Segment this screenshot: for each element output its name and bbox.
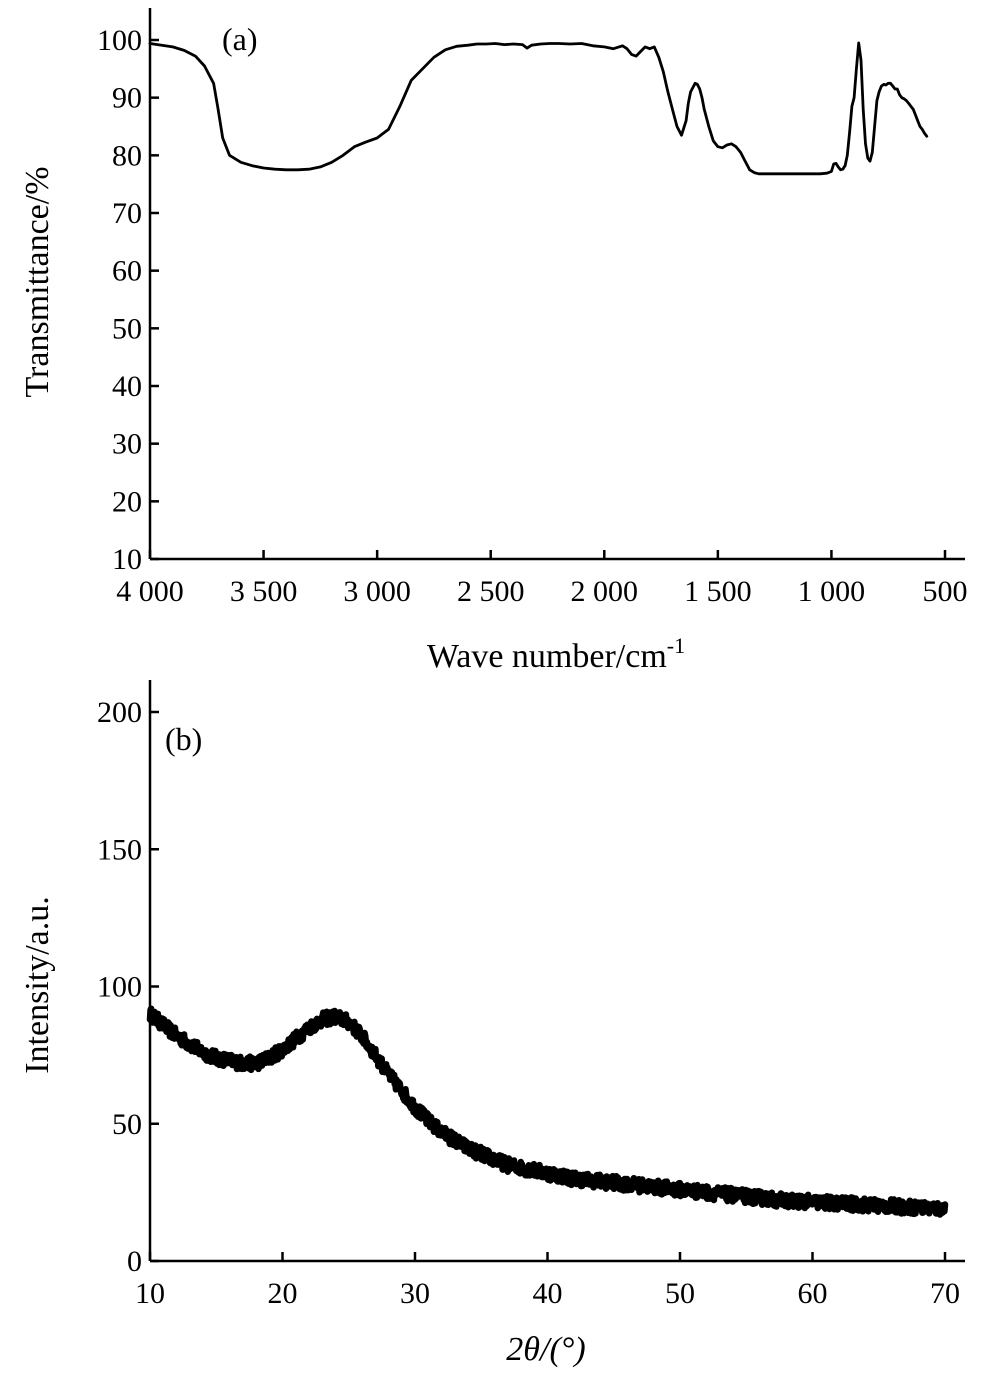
y-tick-label-a: 60 bbox=[112, 255, 142, 288]
x-tick-label-b: 10 bbox=[135, 1277, 165, 1310]
x-axis-title-a-text: Wave number/cm bbox=[427, 638, 667, 675]
y-tick-label-b: 50 bbox=[112, 1108, 142, 1141]
panel-label-b: (b) bbox=[165, 721, 202, 757]
x-axis-title-b: 2θ/(°) bbox=[506, 1331, 585, 1368]
x-tick-label-b: 20 bbox=[268, 1277, 298, 1310]
x-tick-label-a: 4 000 bbox=[116, 575, 184, 608]
x-tick-label-a: 2 000 bbox=[571, 575, 639, 608]
x-tick-label-a: 3 500 bbox=[230, 575, 298, 608]
y-tick-label-a: 90 bbox=[112, 82, 142, 115]
x-tick-label-b: 70 bbox=[930, 1277, 960, 1310]
chart-panel-a: (a) 10 20 30 40 50 60 70 80 90 100 4 000 3 500 3 000… bbox=[19, 8, 968, 675]
y-tick-label-b: 150 bbox=[97, 833, 142, 866]
y-tick-label-a: 50 bbox=[112, 312, 142, 345]
y-tick-label-a: 40 bbox=[112, 370, 142, 403]
y-tick-label-b: 0 bbox=[127, 1245, 142, 1278]
x-tick-label-b: 30 bbox=[400, 1277, 430, 1310]
series-group-b bbox=[146, 1005, 949, 1218]
y-tick-label-a: 20 bbox=[112, 485, 142, 518]
x-tick-label-a: 1 000 bbox=[798, 575, 866, 608]
x-tick-label-b: 40 bbox=[533, 1277, 563, 1310]
y-tick-label-b: 100 bbox=[97, 971, 142, 1004]
series-line-a-0 bbox=[148, 41, 929, 176]
x-tick-label-b: 60 bbox=[798, 1277, 828, 1310]
x-axis-title-a: Wave number/cm-1 bbox=[427, 633, 685, 675]
x-tick-label-a: 500 bbox=[923, 575, 968, 608]
y-tick-label-a: 30 bbox=[112, 428, 142, 461]
x-tick-label-b: 50 bbox=[665, 1277, 695, 1310]
y-tick-label-a: 80 bbox=[112, 139, 142, 172]
y-axis-title-b: Intensity/a.u. bbox=[19, 896, 56, 1074]
x-tick-label-a: 2 500 bbox=[457, 575, 525, 608]
y-axis-title-a: Transmittance/% bbox=[19, 166, 56, 397]
x-axis-title-a-superscript: -1 bbox=[667, 633, 685, 658]
axes-b: 0 50 100 150 200 10 20 30 40 50 60 70 bbox=[97, 680, 965, 1310]
series-group-a bbox=[148, 41, 929, 176]
axes-a: 10 20 30 40 50 60 70 80 90 100 4 000 3 500 3 000 2 50… bbox=[97, 8, 968, 608]
x-tick-label-a: 3 000 bbox=[343, 575, 411, 608]
y-tick-label-b: 200 bbox=[97, 696, 142, 729]
series-line-b-0 bbox=[146, 1005, 949, 1218]
chart-panel-b: (b) 0 50 100 150 200 10 20 30 40 50 60 70 Intensity… bbox=[19, 680, 965, 1368]
y-tick-label-a: 10 bbox=[112, 543, 142, 576]
x-tick-label-a: 1 500 bbox=[684, 575, 752, 608]
panel-label-a: (a) bbox=[222, 21, 258, 57]
y-tick-label-a: 70 bbox=[112, 197, 142, 230]
y-tick-label-a: 100 bbox=[97, 24, 142, 57]
